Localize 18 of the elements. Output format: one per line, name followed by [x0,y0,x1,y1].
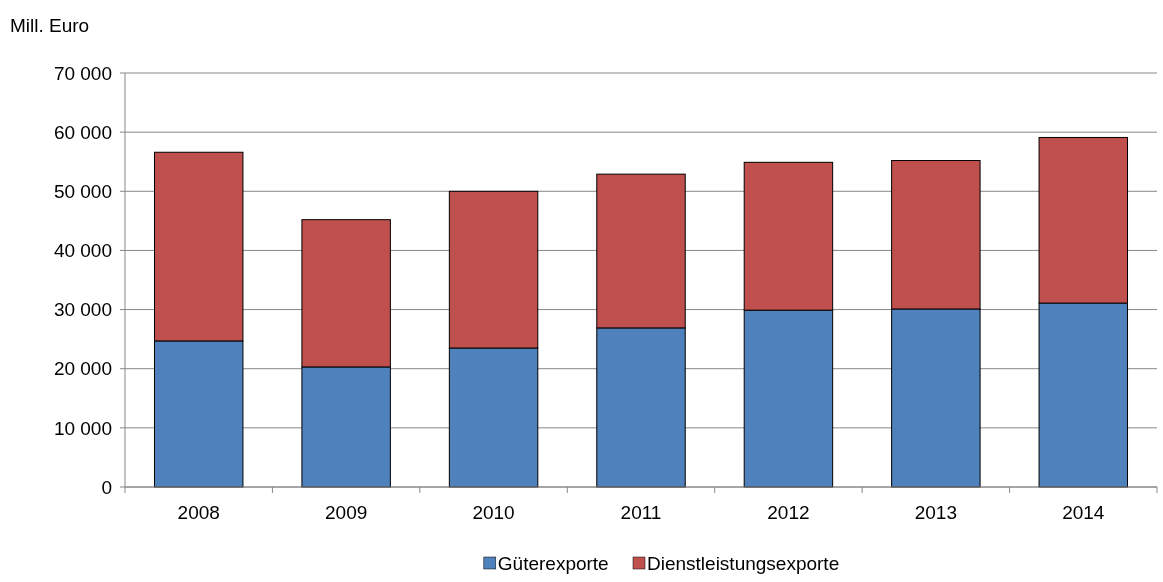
x-tick-label: 2014 [1062,502,1105,523]
y-axis-title: Mill. Euro [10,15,90,36]
legend-label: Dienstleistungsexporte [647,553,840,574]
x-tick-label: 2009 [325,502,368,523]
y-tick-label: 40 000 [53,240,112,262]
x-tick-label: 2012 [767,502,810,523]
legend-label: Güterexporte [497,553,609,574]
y-tick-label: 50 000 [53,180,112,202]
x-tick-label: 2008 [177,502,220,523]
x-tick-label: 2010 [472,502,515,523]
y-tick-label: 60 000 [53,121,112,143]
y-tick-label: 10 000 [53,417,112,439]
y-tick-label: 0 [101,476,112,498]
y-tick-label: 30 000 [53,299,112,321]
y-tick-label: 20 000 [53,358,112,380]
y-tick-label: 70 000 [53,62,112,84]
x-tick-label: 2013 [914,502,957,523]
x-tick-label: 2011 [620,502,662,523]
